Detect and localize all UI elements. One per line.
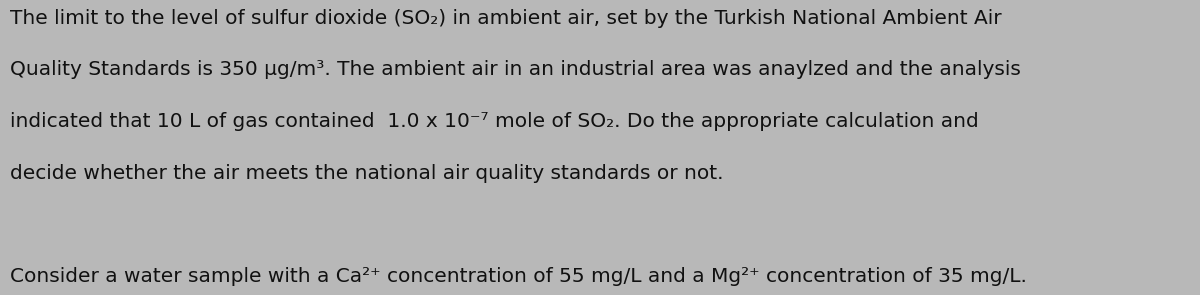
Text: indicated that 10 L of gas contained  1.0 x 10⁻⁷ mole of SO₂. Do the appropriate: indicated that 10 L of gas contained 1.0… <box>10 112 978 131</box>
Text: The limit to the level of sulfur dioxide (SO₂) in ambient air, set by the Turkis: The limit to the level of sulfur dioxide… <box>10 9 1001 28</box>
Text: decide whether the air meets the national air quality standards or not.: decide whether the air meets the nationa… <box>10 164 724 183</box>
Text: Consider a water sample with a Ca²⁺ concentration of 55 mg/L and a Mg²⁺ concentr: Consider a water sample with a Ca²⁺ conc… <box>10 267 1026 286</box>
Text: Quality Standards is 350 μg/m³. The ambient air in an industrial area was anaylz: Quality Standards is 350 μg/m³. The ambi… <box>10 60 1020 79</box>
